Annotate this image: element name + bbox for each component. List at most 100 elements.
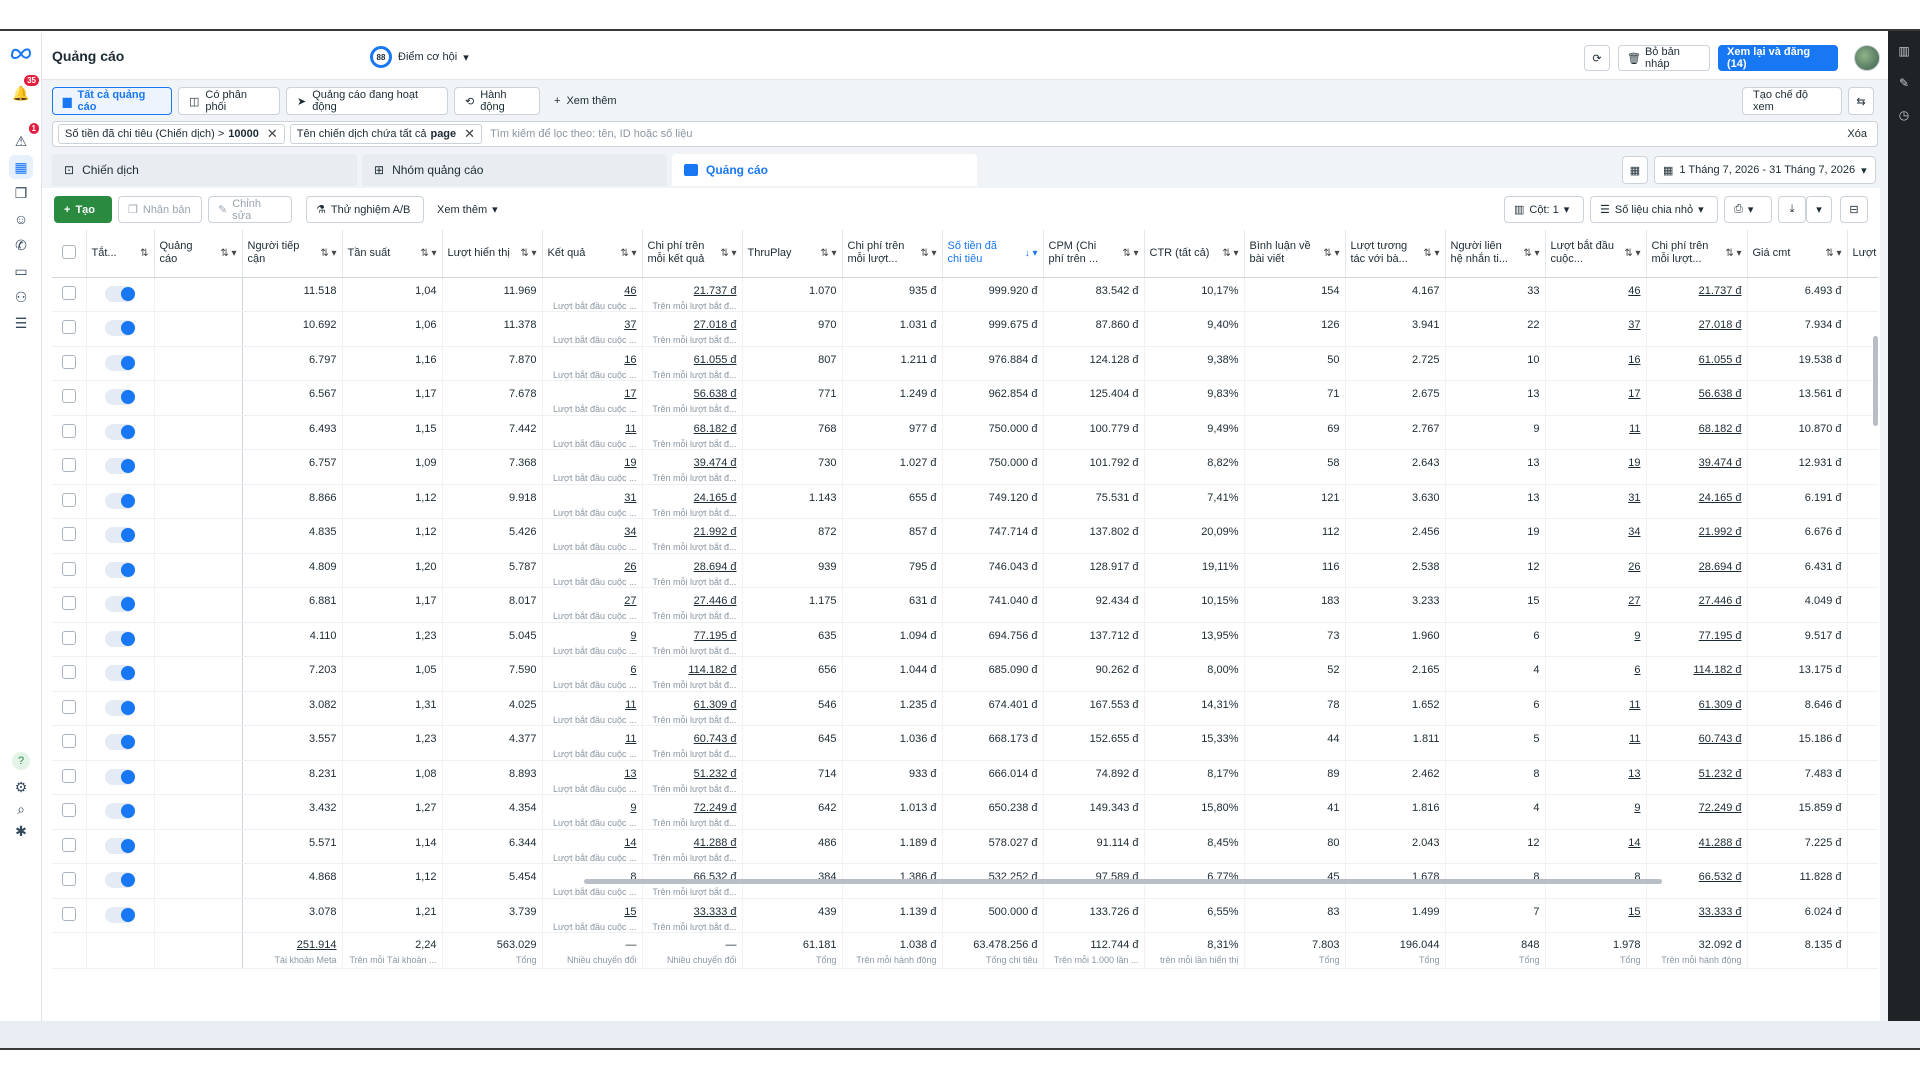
col-header-engagement[interactable]: Lượt tương tác với bà... ⇅ ▾ <box>1345 230 1446 278</box>
cpr-link[interactable]: 72.249 đ <box>693 802 737 814</box>
col-header-results[interactable]: Kết quả ⇅ ▾ <box>542 230 643 278</box>
ads-manager-icon[interactable]: ▦ <box>9 155 33 179</box>
calendar-button[interactable]: ▦ <box>1622 156 1648 184</box>
cpr-link[interactable]: 61.309 đ <box>693 698 737 711</box>
cpr-link[interactable]: 33.333 đ <box>693 905 737 918</box>
ad-toggle[interactable] <box>86 277 155 312</box>
conversations-link[interactable]: 31 <box>1628 491 1641 504</box>
ad-toggle[interactable] <box>86 415 155 450</box>
reports-button[interactable]: ⎙ ▾ <box>1724 196 1772 223</box>
level-adset[interactable]: ⊞ Nhóm quảng cáo <box>362 154 667 186</box>
meta-logo-icon[interactable] <box>9 41 33 65</box>
ad-toggle[interactable] <box>86 725 155 761</box>
cpr-link[interactable]: 21.992 đ <box>693 526 737 538</box>
results-link[interactable]: 13 <box>624 767 637 780</box>
notifications-icon[interactable]: 🔔 35 <box>9 75 39 105</box>
sort-icon[interactable]: ⇅ ▾ <box>1624 248 1641 259</box>
results-link[interactable]: 26 <box>624 560 637 573</box>
billing-card-icon[interactable]: ▭ <box>14 262 28 279</box>
row-checkbox[interactable] <box>52 587 87 623</box>
clear-filters-link[interactable]: Xóa <box>1847 128 1867 140</box>
cpc-link[interactable]: 41.288 đ <box>1698 836 1742 849</box>
review-publish-button[interactable]: Xem lại và đăng (14) <box>1718 45 1838 71</box>
row-checkbox[interactable] <box>52 380 87 416</box>
refresh-button[interactable]: ⟳ <box>1584 45 1610 71</box>
cpc-link[interactable]: 21.737 đ <box>1698 284 1742 297</box>
cpr-link[interactable]: 114.182 đ <box>688 664 737 676</box>
ad-name-cell[interactable] <box>154 346 243 381</box>
cpc-link[interactable]: 56.638 đ <box>1698 388 1742 400</box>
table-row[interactable]: 10.692 1,06 11.378 37 Lượt bắt đầu cuộc .… <box>52 311 1878 347</box>
ad-toggle[interactable] <box>86 484 155 519</box>
cpc-link[interactable]: 24.165 đ <box>1698 491 1742 504</box>
conversations-link[interactable]: 16 <box>1628 353 1641 366</box>
cpr-link[interactable]: 77.195 đ <box>693 629 737 642</box>
sort-icon[interactable]: ⇅ ▾ <box>620 248 637 259</box>
ad-toggle[interactable] <box>86 656 155 692</box>
col-header-thruplay[interactable]: ThruPlay ⇅ ▾ <box>742 230 843 278</box>
conversations-link[interactable]: 26 <box>1628 560 1641 573</box>
conversations-link[interactable]: 15 <box>1628 905 1641 918</box>
ad-toggle[interactable] <box>86 829 155 864</box>
col-header-impressions[interactable]: Lượt hiển thị ⇅ ▾ <box>442 230 543 278</box>
results-link[interactable]: 11 <box>625 698 637 711</box>
pages-icon[interactable]: ❐ <box>14 184 28 201</box>
ad-toggle[interactable] <box>86 794 155 830</box>
row-checkbox[interactable] <box>52 484 87 519</box>
col-header-toggle[interactable]: Tắt... ⇅ <box>86 230 155 278</box>
settings-gear-icon[interactable]: ⚙ <box>14 778 28 795</box>
ad-name-cell[interactable] <box>154 829 243 864</box>
ad-toggle[interactable] <box>86 449 155 485</box>
sort-icon[interactable]: ⇅ ▾ <box>1122 248 1139 259</box>
export-button[interactable]: ⤓ <box>1778 196 1806 223</box>
sort-icon[interactable]: ⇅ ▾ <box>1725 248 1742 259</box>
more-actions-button[interactable]: Xem thêm ▾ <box>428 196 508 223</box>
bug-report-icon[interactable]: ✱ <box>15 822 27 839</box>
cpc-link[interactable]: 114.182 đ <box>1693 664 1742 676</box>
search-icon[interactable]: ⌕ <box>17 800 25 817</box>
results-link[interactable]: 11 <box>625 422 637 435</box>
ad-name-cell[interactable] <box>154 587 243 623</box>
cpc-link[interactable]: 60.743 đ <box>1698 733 1742 745</box>
edit-button[interactable]: ✎ Chỉnh sửa <box>208 196 292 223</box>
ad-name-cell[interactable] <box>154 794 243 830</box>
sort-icon[interactable]: ⇅ ▾ <box>1323 248 1340 259</box>
col-header-cost-per-result[interactable]: Chi phí trên mỗi kết quả ⇅ ▾ <box>642 230 743 278</box>
sort-icon[interactable]: ⇅ ▾ <box>320 248 337 259</box>
chart-icon[interactable]: ▥ <box>1898 44 1910 58</box>
conversations-link[interactable]: 34 <box>1628 526 1641 538</box>
expand-panel-button[interactable]: ⊟ <box>1840 196 1868 223</box>
conversations-link[interactable]: 8 <box>1634 871 1641 883</box>
results-link[interactable]: 17 <box>624 388 637 400</box>
ad-name-cell[interactable] <box>154 691 243 726</box>
ad-toggle[interactable] <box>86 346 155 381</box>
col-header-comments[interactable]: Bình luận về bài viết ⇅ ▾ <box>1244 230 1346 278</box>
row-checkbox[interactable] <box>52 553 87 588</box>
columns-button[interactable]: ▥ Cột: 1 ▾ <box>1504 196 1584 223</box>
cpc-link[interactable]: 61.055 đ <box>1698 353 1742 366</box>
col-header-comment-cost[interactable]: Giá cmt ⇅ ▾ <box>1747 230 1848 278</box>
col-header-ad-name[interactable]: Quảng cáo ⇅ ▾ <box>154 230 243 278</box>
conversations-link[interactable]: 9 <box>1634 802 1641 814</box>
table-row[interactable]: 6.797 1,16 7.870 16 Lượt bắt đầu cuộc ...… <box>52 346 1878 381</box>
cpc-link[interactable]: 61.309 đ <box>1698 698 1742 711</box>
campaigns-megaphone-icon[interactable]: ✆ <box>15 236 27 253</box>
col-header-cpm[interactable]: CPM (Chi phí trên ... ⇅ ▾ <box>1043 230 1145 278</box>
results-link[interactable]: 6 <box>630 664 637 676</box>
table-row[interactable]: 3.432 1,27 4.354 9 Lượt bắt đầu cuộc ... … <box>52 794 1878 830</box>
ad-toggle[interactable] <box>86 518 155 554</box>
ad-toggle[interactable] <box>86 898 155 933</box>
results-link[interactable]: 9 <box>630 802 637 814</box>
duplicate-button[interactable]: ❐ Nhân bản <box>118 196 202 223</box>
tab-see-more[interactable]: + Xem thêm <box>544 87 628 115</box>
conversations-link[interactable]: 17 <box>1628 388 1641 400</box>
cpr-link[interactable]: 27.018 đ <box>693 319 737 331</box>
cpr-link[interactable]: 51.232 đ <box>693 767 737 780</box>
ad-toggle[interactable] <box>86 622 155 657</box>
results-link[interactable]: 19 <box>624 457 637 469</box>
cpr-link[interactable]: 68.182 đ <box>693 422 737 435</box>
row-checkbox[interactable] <box>52 656 87 692</box>
table-row[interactable]: 4.835 1,12 5.426 34 Lượt bắt đầu cuộc ...… <box>52 518 1878 554</box>
filter-search-input[interactable]: Tìm kiếm để lọc theo: tên, ID hoặc số li… <box>490 128 693 140</box>
row-checkbox[interactable] <box>52 518 87 554</box>
